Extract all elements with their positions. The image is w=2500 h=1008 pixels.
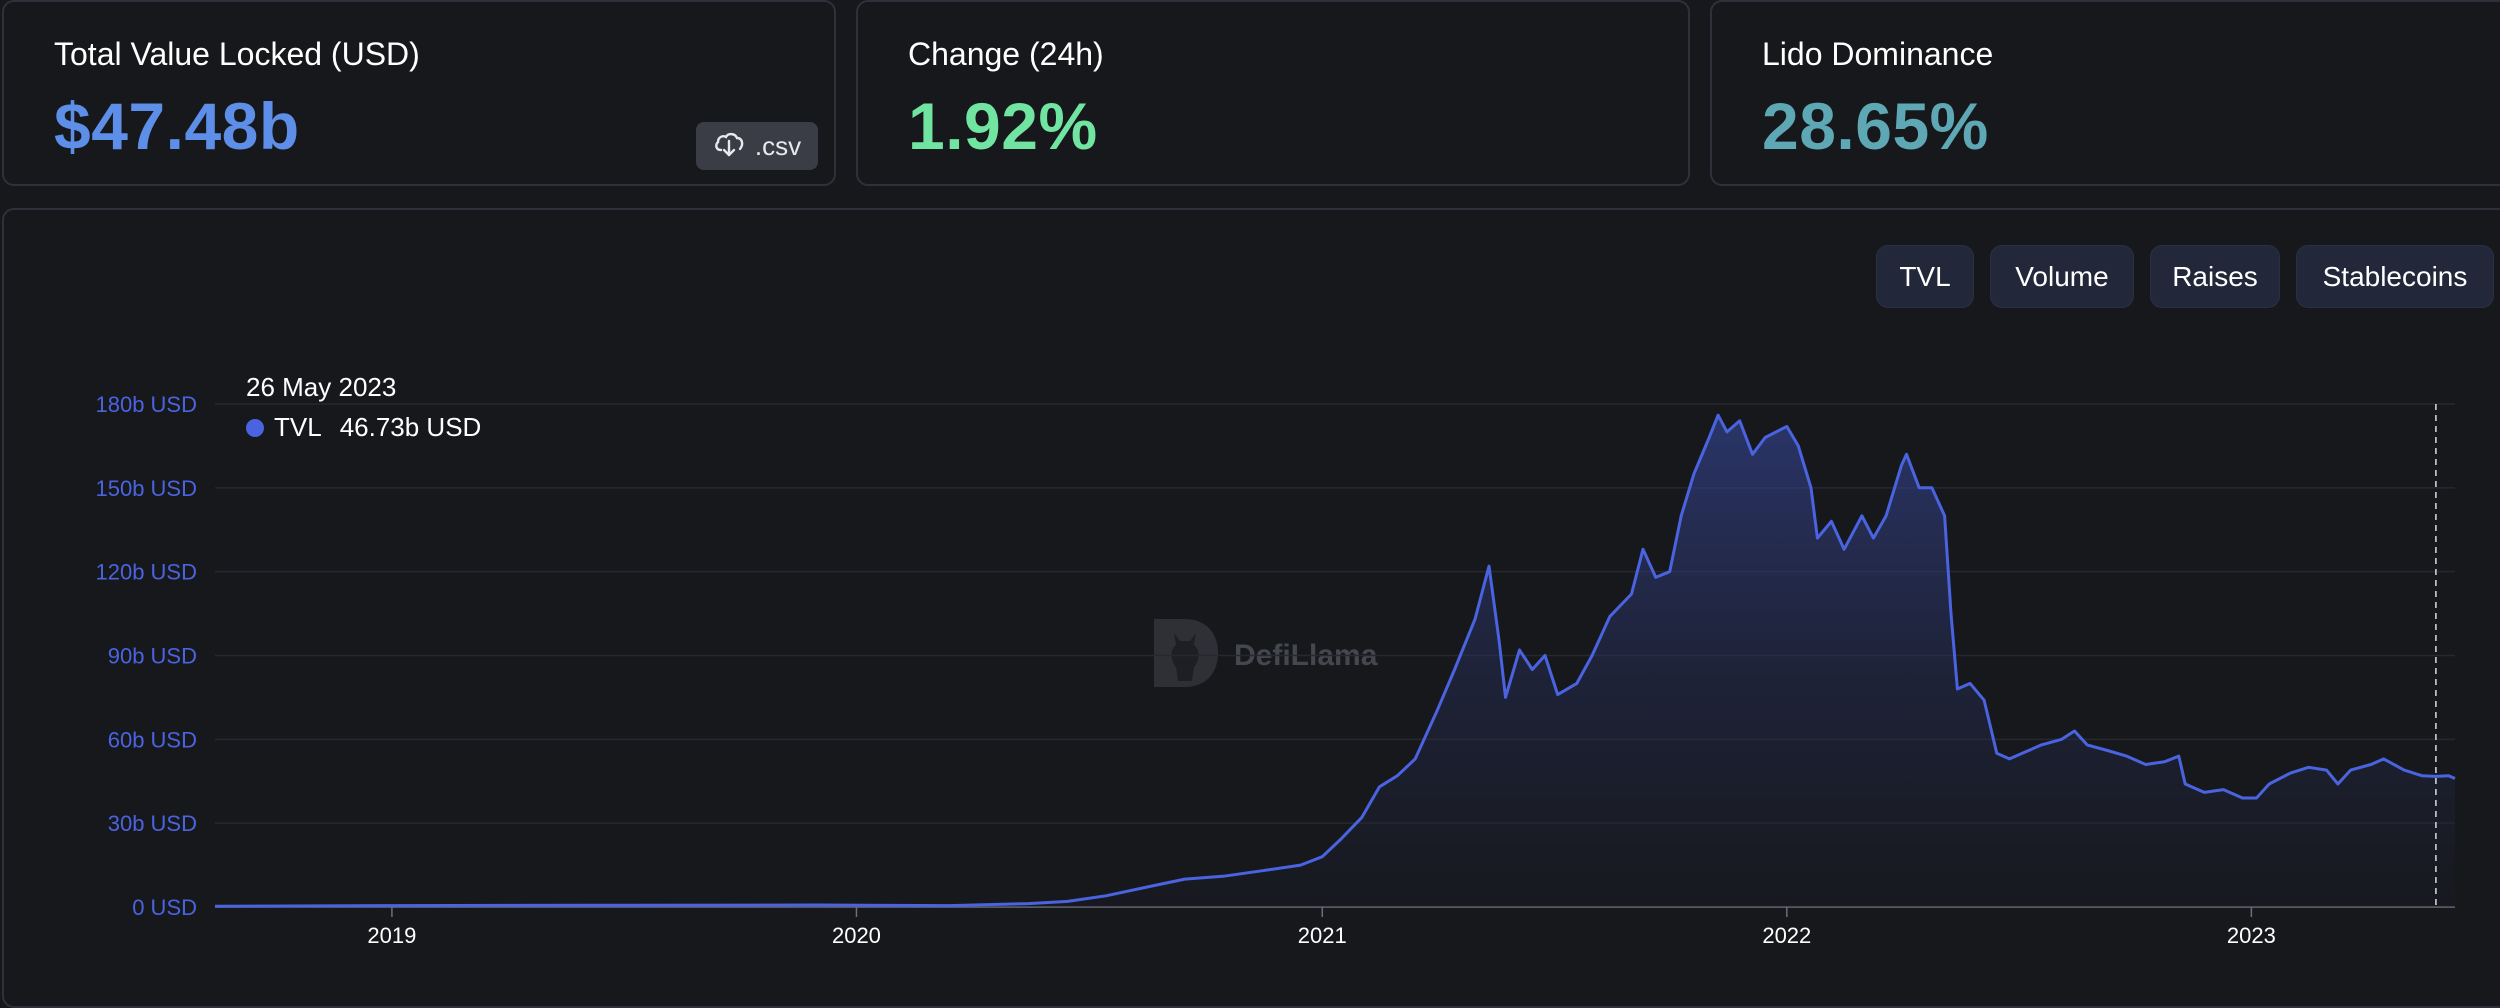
stat-label: Change (24h) bbox=[908, 36, 1104, 72]
stat-value: 28.65% bbox=[1762, 89, 1989, 163]
x-tick-label: 2021 bbox=[1298, 923, 1347, 948]
y-tick-label: 60b USD bbox=[108, 727, 197, 752]
tooltip-series: TVL bbox=[274, 412, 322, 442]
stat-card-tvl: Total Value Locked (USD) $47.48b .csv bbox=[2, 0, 836, 186]
tooltip-row: TVL 46.73b USD bbox=[246, 412, 481, 443]
tab-raises[interactable]: Raises bbox=[2150, 245, 2280, 308]
x-tick-label: 2020 bbox=[832, 923, 881, 948]
tvl-area bbox=[215, 415, 2455, 907]
stat-value: $47.48b bbox=[54, 89, 300, 163]
y-tick-label: 150b USD bbox=[95, 476, 197, 501]
tvl-line bbox=[214, 413, 2456, 908]
tooltip-date: 26 May 2023 bbox=[246, 372, 397, 402]
tab-tvl[interactable]: TVL bbox=[1876, 245, 1974, 308]
stat-card-dominance: Lido Dominance 28.65% bbox=[1710, 0, 2500, 186]
series-dot-icon bbox=[246, 418, 264, 437]
x-tick-label: 2022 bbox=[1762, 923, 1811, 948]
cloud-download-icon bbox=[713, 128, 745, 165]
y-tick-label: 180b USD bbox=[95, 392, 197, 417]
llama-logo-icon bbox=[1150, 615, 1220, 696]
csv-download-button[interactable]: .csv bbox=[696, 122, 818, 170]
tvl-chart[interactable]: 0 USD 30b USD 60b USD 90b USD 120b USD 150b U… bbox=[0, 0, 2500, 970]
stat-card-change: Change (24h) 1.92% bbox=[856, 0, 1690, 186]
tab-volume[interactable]: Volume bbox=[1990, 245, 2134, 308]
tooltip-value: 46.73b USD bbox=[339, 412, 482, 442]
y-tick-label: 30b USD bbox=[108, 811, 197, 836]
csv-label: .csv bbox=[754, 130, 802, 161]
tab-stablecoins[interactable]: Stablecoins bbox=[2296, 245, 2494, 308]
y-tick-label: 120b USD bbox=[95, 560, 197, 585]
stat-value: 1.92% bbox=[908, 89, 1098, 163]
stat-label: Lido Dominance bbox=[1762, 36, 1994, 72]
stat-label: Total Value Locked (USD) bbox=[54, 36, 420, 72]
y-tick-label: 0 USD bbox=[132, 895, 197, 920]
y-tick-label: 90b USD bbox=[108, 644, 197, 669]
x-tick-label: 2019 bbox=[367, 923, 416, 948]
x-tick-label: 2023 bbox=[2227, 923, 2276, 948]
